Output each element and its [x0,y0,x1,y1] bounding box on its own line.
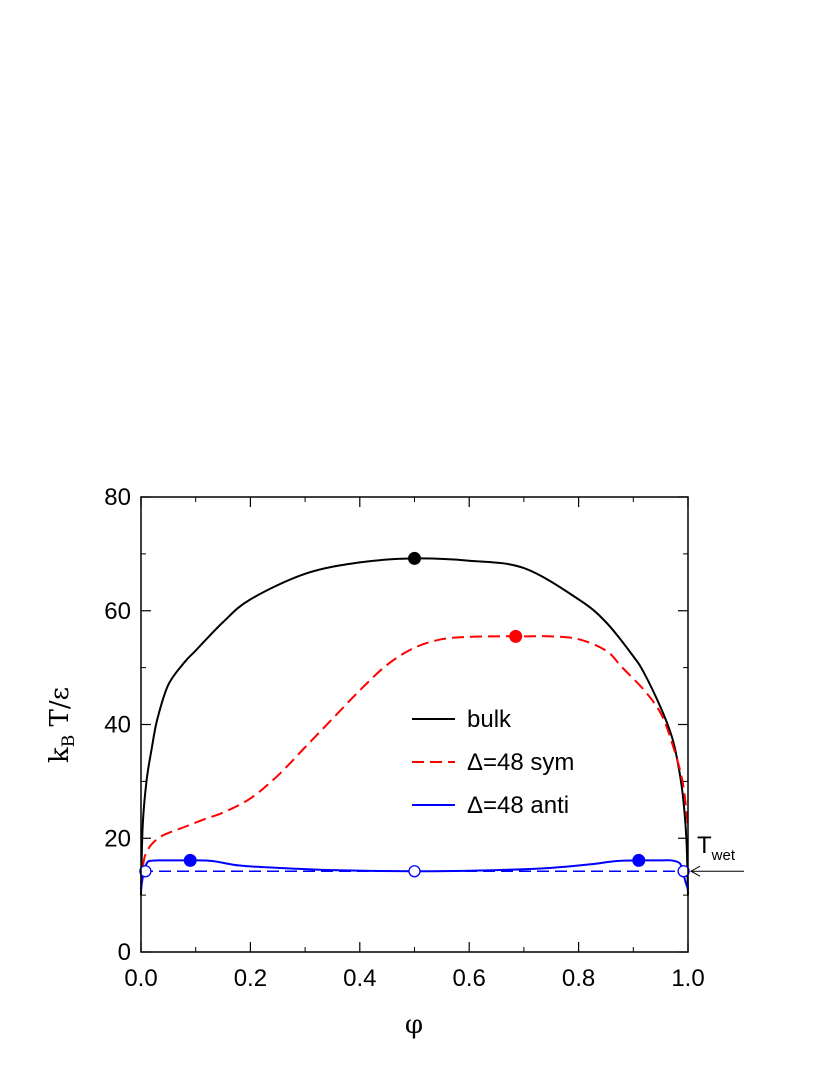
y-tick-label: 60 [104,598,131,625]
x-tick-label: 0.2 [234,965,267,992]
legend-label-sym: Δ=48 sym [467,749,574,776]
open-point-4 [139,865,152,878]
x-tick-label: 0.4 [343,965,376,992]
critical-point-0 [408,551,421,565]
plot-frame [140,496,689,953]
legend-label-bulk: bulk [467,706,512,733]
y-tick-label: 40 [104,712,131,739]
x-tick-label: 1.0 [671,965,704,992]
critical-point-2 [183,853,197,867]
y-axis-label: kB T/ε [45,687,79,763]
y-tick-label: 0 [118,939,131,966]
x-tick-label: 0.0 [124,965,157,992]
x-axis-label: φ [405,1010,423,1040]
critical-point-1 [509,629,523,643]
series-line-1 [140,635,689,884]
plot-area [139,551,690,896]
open-point-6 [677,865,690,878]
twet-label: Twet [697,832,736,864]
series-line-0 [140,557,689,896]
critical-point-3 [632,853,646,867]
twet-arrow-head [689,865,701,877]
legend: bulk Δ=48 sym Δ=48 anti [412,706,574,819]
axes: 0.0 0.2 0.4 0.6 0.8 1.0 0 20 40 60 80 [104,484,704,992]
x-tick-label: 0.6 [453,965,486,992]
twet-annotation: Twet [689,832,744,877]
y-tick-label: 80 [104,484,131,511]
y-tick-label: 20 [104,825,131,852]
open-point-5 [408,865,421,878]
legend-label-anti: Δ=48 anti [467,792,569,819]
x-tick-label: 0.8 [562,965,595,992]
